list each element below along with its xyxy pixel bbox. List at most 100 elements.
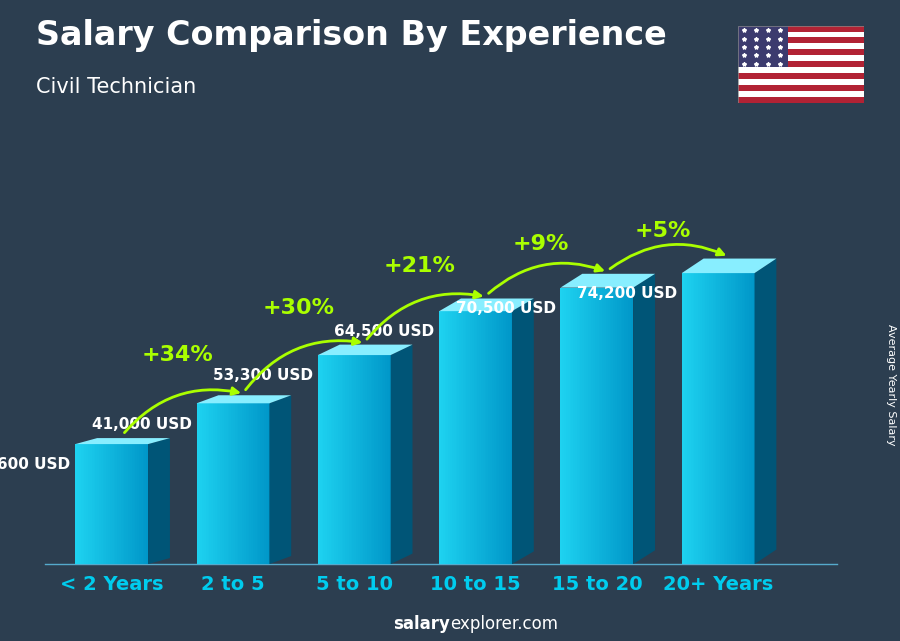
Bar (369, 355, 371, 564)
Bar (130, 444, 131, 564)
Bar (489, 311, 491, 564)
Bar (689, 273, 691, 564)
Bar (103, 444, 104, 564)
Bar (709, 273, 711, 564)
Bar (470, 311, 472, 564)
Bar (454, 311, 455, 564)
Bar (244, 403, 246, 564)
Bar (616, 288, 619, 564)
Bar (389, 355, 391, 564)
Bar (220, 403, 222, 564)
Bar (472, 311, 474, 564)
Bar (718, 273, 720, 564)
Bar (260, 403, 262, 564)
Bar (611, 288, 613, 564)
Bar (351, 355, 353, 564)
Bar (743, 273, 745, 564)
Bar (742, 273, 743, 564)
Bar (85, 444, 86, 564)
Bar (441, 311, 443, 564)
Bar (628, 288, 630, 564)
Bar (620, 288, 623, 564)
Bar (380, 355, 382, 564)
Bar (738, 97, 864, 103)
Bar (598, 288, 600, 564)
Bar (738, 37, 864, 44)
Bar (226, 403, 228, 564)
Bar (738, 79, 864, 85)
Text: +5%: +5% (634, 221, 690, 242)
Bar (349, 355, 351, 564)
Bar (731, 273, 733, 564)
Bar (584, 288, 586, 564)
Bar (698, 273, 700, 564)
Bar (593, 288, 595, 564)
Bar (346, 355, 347, 564)
Bar (99, 444, 101, 564)
Bar (145, 444, 147, 564)
Bar (632, 288, 634, 564)
Text: Civil Technician: Civil Technician (36, 77, 196, 97)
Polygon shape (634, 274, 655, 564)
Bar (142, 444, 145, 564)
Bar (738, 73, 864, 79)
Bar (121, 444, 122, 564)
Bar (365, 355, 367, 564)
Bar (496, 311, 498, 564)
Bar (210, 403, 212, 564)
Bar (242, 403, 244, 564)
Bar (738, 55, 864, 61)
Bar (752, 273, 754, 564)
Bar (566, 288, 568, 564)
Bar (222, 403, 224, 564)
Text: Average Yearly Salary: Average Yearly Salary (886, 324, 896, 445)
Text: 64,500 USD: 64,500 USD (334, 324, 435, 340)
Bar (318, 355, 320, 564)
Text: 74,200 USD: 74,200 USD (577, 287, 677, 301)
Bar (228, 403, 230, 564)
Bar (715, 273, 716, 564)
Bar (707, 273, 709, 564)
Bar (92, 444, 94, 564)
Bar (573, 288, 575, 564)
Bar (126, 444, 128, 564)
Bar (491, 311, 492, 564)
Bar (235, 403, 237, 564)
Bar (626, 288, 628, 564)
Bar (367, 355, 369, 564)
Bar (606, 288, 608, 564)
Bar (740, 273, 742, 564)
Bar (725, 273, 727, 564)
Bar (738, 85, 864, 91)
Bar (231, 403, 233, 564)
Bar (86, 444, 88, 564)
Bar (691, 273, 693, 564)
Bar (137, 444, 139, 564)
Bar (580, 288, 582, 564)
Bar (503, 311, 505, 564)
Bar (237, 403, 239, 564)
Bar (590, 288, 591, 564)
Polygon shape (196, 395, 292, 403)
Bar (586, 288, 588, 564)
Bar (124, 444, 126, 564)
Bar (561, 288, 562, 564)
Bar (595, 288, 597, 564)
Bar (262, 403, 264, 564)
Bar (475, 311, 478, 564)
Bar (238, 403, 240, 564)
Bar (716, 273, 718, 564)
Bar (455, 311, 457, 564)
Bar (738, 91, 864, 97)
Bar (258, 403, 260, 564)
Bar (376, 355, 378, 564)
Text: Salary Comparison By Experience: Salary Comparison By Experience (36, 19, 667, 52)
Bar (693, 273, 695, 564)
Bar (373, 355, 374, 564)
Bar (562, 288, 564, 564)
Bar (113, 444, 115, 564)
Bar (609, 288, 611, 564)
Bar (706, 273, 707, 564)
Bar (505, 311, 507, 564)
Bar (200, 403, 202, 564)
